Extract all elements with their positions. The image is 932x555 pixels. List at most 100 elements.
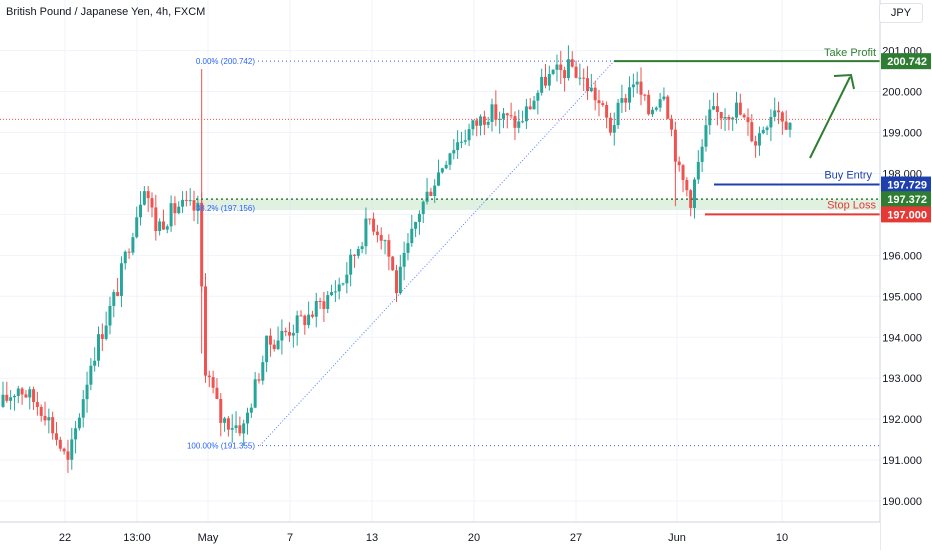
candle-body xyxy=(490,104,494,122)
candle-body xyxy=(116,292,120,296)
candle-body xyxy=(360,246,364,250)
y-tick-label: 192.000 xyxy=(882,414,922,426)
candle xyxy=(738,93,742,116)
candle-body xyxy=(750,122,754,142)
y-tick-label: 193.000 xyxy=(882,373,922,385)
candle xyxy=(234,411,238,433)
candle xyxy=(272,339,276,352)
candle-body xyxy=(47,417,51,421)
candle xyxy=(32,386,36,410)
candle-body xyxy=(177,206,181,214)
fib-label-38: 38.2% (197.156) xyxy=(196,204,255,213)
candle-body xyxy=(452,150,456,154)
candle-body xyxy=(410,228,414,244)
candle-body xyxy=(257,379,261,381)
candle-body xyxy=(131,237,135,253)
candle-body xyxy=(379,235,383,241)
candle xyxy=(547,65,551,91)
price-tag-value: 197.729 xyxy=(887,180,927,192)
candle xyxy=(356,246,360,259)
candle-body xyxy=(459,141,463,143)
candle-body xyxy=(310,314,314,317)
candle xyxy=(788,121,792,138)
candle-body xyxy=(777,110,781,113)
candle-body xyxy=(704,125,708,147)
candle xyxy=(578,63,582,86)
candle-body xyxy=(692,179,696,208)
candle xyxy=(670,114,674,137)
candle xyxy=(364,207,368,255)
candle xyxy=(463,129,467,145)
candle-body xyxy=(123,251,127,264)
x-tick-label: 27 xyxy=(570,532,582,544)
candle-body xyxy=(608,117,612,133)
candle xyxy=(452,139,456,160)
candle xyxy=(601,100,605,107)
candle xyxy=(131,232,135,256)
candle-body xyxy=(372,218,376,232)
candle xyxy=(391,255,395,271)
candle xyxy=(421,200,425,224)
candle-body xyxy=(662,96,666,100)
candle xyxy=(307,301,311,329)
candle xyxy=(448,152,452,171)
candle xyxy=(81,390,85,428)
candle xyxy=(326,291,330,314)
candle-body xyxy=(154,207,158,232)
candle xyxy=(498,111,502,134)
candle-body xyxy=(429,191,433,197)
candle xyxy=(169,195,173,232)
candle-body xyxy=(249,407,253,413)
candle xyxy=(631,73,635,98)
y-tick-label: 190.000 xyxy=(882,496,922,508)
candle xyxy=(471,119,475,136)
projection-arrow-icon xyxy=(809,73,855,159)
candle-body xyxy=(761,130,765,134)
candle xyxy=(708,99,712,135)
candle-body xyxy=(368,218,372,220)
fib-label-0: 0.00% (200.742) xyxy=(196,57,255,66)
candle xyxy=(177,201,181,215)
candle-body xyxy=(246,412,250,424)
candle-body xyxy=(628,87,632,103)
arrow-shaft xyxy=(809,76,851,159)
candle xyxy=(150,192,154,218)
candle xyxy=(322,291,326,323)
candle xyxy=(643,93,647,101)
candle-body xyxy=(352,254,356,256)
y-tick-label: 200.000 xyxy=(882,87,922,99)
candle xyxy=(43,401,47,426)
candle-body xyxy=(356,249,360,256)
candle-body xyxy=(276,340,280,350)
candle xyxy=(5,381,9,403)
candle-body xyxy=(570,59,574,67)
price-tag-bg xyxy=(881,206,931,223)
candle xyxy=(650,106,654,118)
candle xyxy=(51,411,55,440)
candle xyxy=(24,390,28,398)
candle-body xyxy=(689,190,693,208)
candle-body xyxy=(280,330,284,341)
candle xyxy=(559,50,563,84)
currency-button[interactable]: JPY xyxy=(879,3,923,23)
candle xyxy=(517,109,521,134)
candle-body xyxy=(16,388,20,396)
time-axis-bg xyxy=(0,522,880,550)
candle xyxy=(47,408,51,434)
price-tag-bg xyxy=(881,53,931,70)
candle-body xyxy=(43,415,47,421)
candle xyxy=(677,156,681,172)
candle xyxy=(203,273,207,383)
candle-body xyxy=(501,113,505,119)
candle xyxy=(181,191,185,214)
candle xyxy=(230,414,234,443)
candle-body xyxy=(234,425,238,429)
candle xyxy=(146,185,150,212)
candle xyxy=(9,390,13,410)
candle xyxy=(318,297,322,309)
candle-body xyxy=(731,117,735,120)
fib-trendline xyxy=(259,60,615,446)
candle-body xyxy=(498,118,502,120)
